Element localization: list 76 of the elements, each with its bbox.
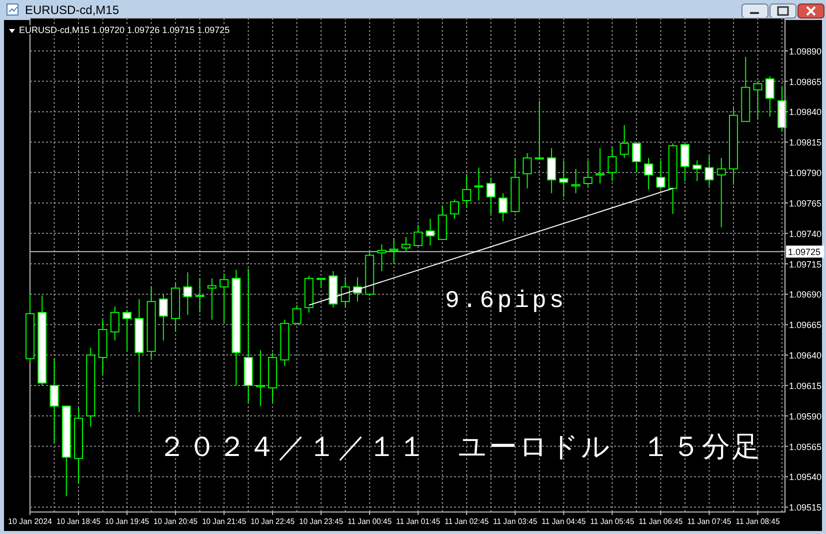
x-tick-label: 11 Jan 06:45 bbox=[638, 517, 684, 526]
y-tick-label: 1.09690 bbox=[789, 290, 822, 300]
candlestick bbox=[474, 167, 484, 202]
y-tick-label: 1.09815 bbox=[789, 138, 822, 148]
candlestick bbox=[753, 80, 762, 120]
x-tick-label: 10 Jan 19:45 bbox=[105, 517, 152, 526]
candlestick bbox=[522, 152, 532, 189]
candlestick bbox=[50, 358, 59, 444]
x-tick-label: 11 Jan 05:45 bbox=[590, 517, 636, 526]
x-tick-label: 11 Jan 08:45 bbox=[736, 517, 782, 526]
candlestick bbox=[632, 142, 641, 174]
y-tick-label: 1.09565 bbox=[789, 442, 822, 452]
candlestick bbox=[547, 148, 556, 194]
x-tick-label: 10 Jan 21:45 bbox=[202, 517, 248, 526]
y-tick-label: 1.09840 bbox=[789, 107, 822, 118]
candlestick bbox=[402, 236, 410, 252]
candlestick bbox=[716, 157, 726, 228]
candlestick bbox=[122, 310, 132, 352]
candlestick bbox=[596, 148, 605, 184]
candlestick bbox=[765, 76, 774, 118]
y-tick-label: 1.09590 bbox=[789, 411, 822, 422]
y-tick-label: 1.09765 bbox=[789, 198, 822, 208]
x-tick-label: 10 Jan 20:45 bbox=[154, 517, 200, 526]
candlestick bbox=[644, 157, 654, 190]
x-tick-label: 11 Jan 04:45 bbox=[542, 517, 588, 526]
candlestick bbox=[316, 278, 326, 289]
candlestick bbox=[220, 273, 229, 323]
candlestick bbox=[680, 144, 690, 182]
y-tick-label: 1.09540 bbox=[789, 472, 822, 482]
chart-title: EURUSD-cd,M15 bbox=[25, 3, 120, 17]
annotation: 9.6pips bbox=[445, 288, 567, 315]
x-tick-label: 11 Jan 07:45 bbox=[687, 517, 733, 526]
candlestick bbox=[620, 124, 629, 158]
y-tick-label: 1.09640 bbox=[789, 350, 822, 361]
y-tick-label: 1.09790 bbox=[789, 168, 822, 178]
candlestick bbox=[704, 154, 714, 186]
x-tick-label: 10 Jan 18:45 bbox=[56, 517, 103, 526]
x-tick-label: 10 Jan 22:45 bbox=[250, 517, 297, 526]
candlestick bbox=[414, 224, 423, 246]
annotation: ２０２４／１／１１ ユーロドル １５分足 bbox=[158, 432, 762, 463]
candlestick bbox=[292, 304, 302, 326]
y-tick-label: 1.09890 bbox=[789, 46, 822, 56]
candlestick bbox=[450, 198, 460, 220]
y-tick-label: 1.09515 bbox=[789, 502, 822, 513]
candlestick bbox=[183, 272, 192, 316]
y-tick-label: 1.09665 bbox=[789, 320, 822, 330]
candlestick bbox=[377, 244, 386, 272]
x-tick-label: 11 Jan 00:45 bbox=[348, 517, 394, 526]
candlestick bbox=[426, 218, 435, 246]
candlestick bbox=[571, 168, 580, 194]
candlestick bbox=[110, 306, 120, 341]
x-tick-label: 10 Jan 2024 bbox=[8, 517, 53, 526]
ref-line-label: 1.09725 bbox=[788, 247, 821, 258]
y-tick-label: 1.09615 bbox=[789, 380, 822, 391]
candlestick bbox=[158, 294, 168, 341]
candlestick bbox=[207, 278, 216, 320]
x-tick-label: 11 Jan 02:45 bbox=[444, 517, 490, 526]
candlestick bbox=[340, 276, 350, 308]
x-tick-label: 11 Jan 03:45 bbox=[493, 517, 539, 526]
candlestick bbox=[498, 192, 508, 222]
candlestick bbox=[608, 146, 617, 182]
y-tick-label: 1.09740 bbox=[789, 228, 822, 239]
candlestick bbox=[195, 278, 204, 313]
candlestick bbox=[256, 350, 265, 407]
candlestick bbox=[486, 176, 496, 214]
x-tick-label: 11 Jan 01:45 bbox=[396, 517, 442, 526]
candlestick bbox=[559, 160, 568, 198]
candlestick bbox=[462, 174, 472, 208]
candlestick bbox=[389, 238, 398, 264]
candlestick bbox=[692, 160, 702, 182]
candlestick bbox=[534, 100, 544, 160]
x-tick-label: 10 Jan 23:45 bbox=[299, 517, 346, 526]
candlestick bbox=[583, 160, 592, 186]
candlestick bbox=[656, 160, 666, 190]
y-tick-label: 1.09715 bbox=[789, 259, 822, 270]
y-tick-label: 1.09865 bbox=[789, 76, 822, 87]
